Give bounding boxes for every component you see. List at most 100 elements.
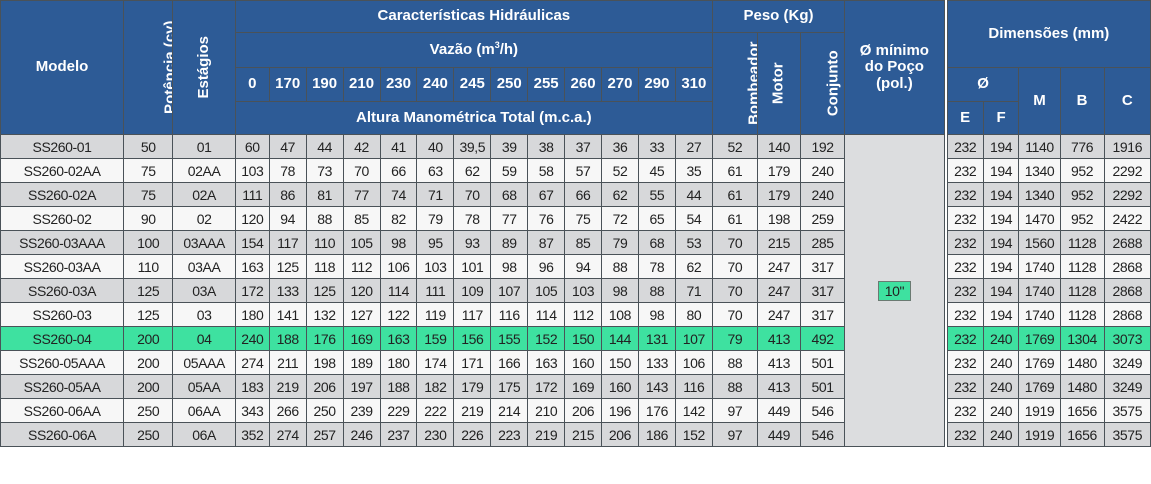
cell-altura: 352 — [234, 422, 270, 447]
cell-altura: 106 — [379, 254, 418, 279]
cell-altura: 95 — [416, 230, 455, 255]
cell-dim-e: 232 — [946, 230, 984, 255]
cell-modelo: SS260-02 — [0, 206, 125, 231]
table-row: SS260-02 90 02 120 94 88 85 82 79 78 77 76 75 72 65 54 6… — [0, 206, 1151, 231]
header-diametro: Ø — [946, 67, 1020, 102]
header-estagios: Estágios — [172, 0, 236, 135]
cell-altura: 196 — [601, 398, 639, 423]
cell-altura: 62 — [453, 158, 492, 183]
cell-altura: 117 — [453, 302, 492, 327]
cell-altura: 52 — [601, 158, 639, 183]
cell-conjunto: 492 — [800, 326, 846, 351]
header-flow-11: 290 — [637, 67, 676, 102]
cell-altura: 214 — [490, 398, 529, 423]
cell-bombeador: 61 — [711, 182, 758, 207]
header-poco: Ø mínimo do Poço (pol.) — [844, 0, 945, 135]
cell-dim-b: 1304 — [1059, 326, 1105, 351]
cell-bombeador: 88 — [711, 374, 758, 399]
cell-dim-e: 232 — [946, 326, 984, 351]
cell-altura: 229 — [379, 398, 418, 423]
cell-altura: 155 — [490, 326, 529, 351]
cell-conjunto: 240 — [800, 158, 846, 183]
cell-dim-b: 1656 — [1059, 398, 1105, 423]
header-peso: Peso (Kg) — [711, 0, 846, 33]
header-flow-12: 310 — [674, 67, 713, 102]
cell-altura: 86 — [268, 182, 307, 207]
cell-altura: 93 — [453, 230, 492, 255]
cell-altura: 38 — [527, 134, 566, 159]
cell-dim-b: 1128 — [1059, 278, 1105, 303]
cell-altura: 144 — [601, 326, 639, 351]
cell-altura: 103 — [234, 158, 270, 183]
cell-altura: 58 — [527, 158, 566, 183]
cell-bombeador: 70 — [711, 254, 758, 279]
cell-altura: 131 — [637, 326, 676, 351]
table-row: SS260-05AAA 200 05AAA 274 211 198 189 180 174 171… — [0, 350, 1151, 375]
cell-altura: 98 — [379, 230, 418, 255]
cell-dim-c: 3575 — [1103, 422, 1151, 447]
cell-altura: 112 — [342, 254, 381, 279]
header-dim-m: M — [1018, 67, 1061, 135]
cell-bombeador: 79 — [711, 326, 758, 351]
cell-altura: 179 — [453, 374, 492, 399]
cell-altura: 106 — [674, 350, 713, 375]
cell-altura: 103 — [416, 254, 455, 279]
cell-altura: 171 — [453, 350, 492, 375]
cell-altura: 111 — [416, 278, 455, 303]
cell-dim-f: 240 — [982, 398, 1020, 423]
cell-altura: 88 — [305, 206, 344, 231]
cell-altura: 60 — [234, 134, 270, 159]
cell-dim-m: 1740 — [1018, 254, 1061, 279]
cell-altura: 219 — [268, 374, 307, 399]
cell-dim-e: 232 — [946, 182, 984, 207]
cell-dim-f: 194 — [982, 254, 1020, 279]
cell-dim-m: 1340 — [1018, 182, 1061, 207]
cell-dim-e: 232 — [946, 422, 984, 447]
cell-dim-b: 952 — [1059, 158, 1105, 183]
cell-modelo: SS260-03A — [0, 278, 125, 303]
cell-altura: 88 — [601, 254, 639, 279]
cell-conjunto: 501 — [800, 350, 846, 375]
cell-dim-m: 1919 — [1018, 398, 1061, 423]
cell-conjunto: 240 — [800, 182, 846, 207]
cell-dim-c: 3073 — [1103, 326, 1151, 351]
cell-altura: 110 — [305, 230, 344, 255]
cell-altura: 45 — [637, 158, 676, 183]
cell-altura: 176 — [637, 398, 676, 423]
cell-dim-f: 240 — [982, 374, 1020, 399]
cell-altura: 27 — [674, 134, 713, 159]
cell-bombeador: 52 — [711, 134, 758, 159]
cell-dim-b: 776 — [1059, 134, 1105, 159]
cell-dim-c: 2292 — [1103, 158, 1151, 183]
cell-modelo: SS260-03AA — [0, 254, 125, 279]
cell-dim-c: 3575 — [1103, 398, 1151, 423]
cell-altura: 117 — [268, 230, 307, 255]
cell-altura: 98 — [637, 302, 676, 327]
cell-dim-c: 2292 — [1103, 182, 1151, 207]
cell-altura: 54 — [674, 206, 713, 231]
cell-altura: 101 — [453, 254, 492, 279]
cell-altura: 107 — [674, 326, 713, 351]
cell-estagios: 06A — [172, 422, 236, 447]
cell-potencia: 200 — [123, 374, 174, 399]
cell-altura: 257 — [305, 422, 344, 447]
cell-dim-b: 952 — [1059, 182, 1105, 207]
cell-altura: 107 — [490, 278, 529, 303]
cell-altura: 77 — [342, 182, 381, 207]
cell-altura: 73 — [305, 158, 344, 183]
header-dim-c: C — [1103, 67, 1151, 135]
cell-altura: 198 — [305, 350, 344, 375]
header-bombeador: Bombeador — [711, 32, 758, 135]
cell-dim-b: 1480 — [1059, 374, 1105, 399]
cell-bombeador: 70 — [711, 278, 758, 303]
cell-altura: 109 — [453, 278, 492, 303]
cell-estagios: 02 — [172, 206, 236, 231]
cell-altura: 68 — [637, 230, 676, 255]
cell-conjunto: 546 — [800, 422, 846, 447]
cell-altura: 266 — [268, 398, 307, 423]
cell-motor: 247 — [756, 302, 802, 327]
cell-altura: 68 — [490, 182, 529, 207]
header-conjunto: Conjunto — [800, 32, 846, 135]
cell-modelo: SS260-04 — [0, 326, 125, 351]
cell-bombeador: 88 — [711, 350, 758, 375]
